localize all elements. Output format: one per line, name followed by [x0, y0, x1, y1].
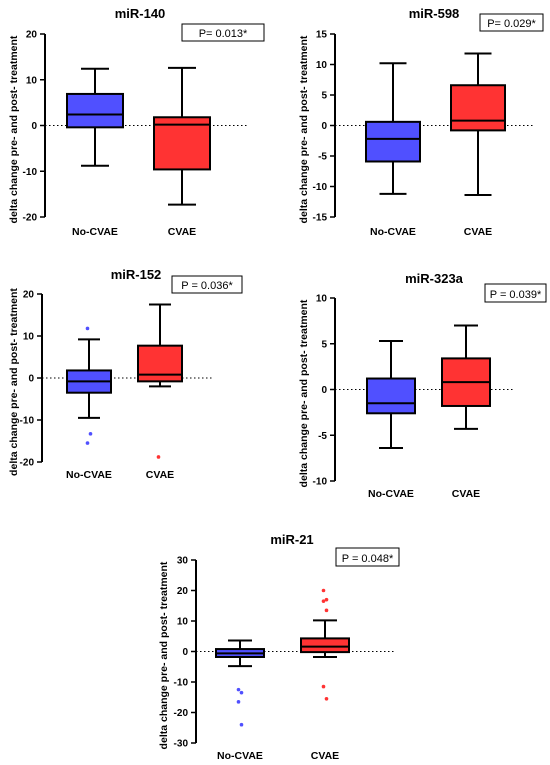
y-tick-label: 5: [321, 91, 327, 102]
x-category-label: CVAE: [452, 488, 480, 500]
outlier-point: [236, 687, 241, 692]
outlier-point: [321, 599, 326, 603]
x-category-label: CVAE: [168, 226, 196, 238]
chart-title: miR-140: [115, 6, 166, 21]
x-category-label: No-CVAE: [370, 226, 416, 238]
x-category-label: CVAE: [146, 469, 174, 481]
y-tick-label: 0: [28, 374, 34, 385]
y-tick-label: -10: [20, 416, 35, 427]
outlier-point: [239, 722, 244, 727]
y-axis-label: delta change pre- and post- treatment: [298, 35, 310, 223]
box-cvae: [300, 637, 350, 654]
pvalue-box: [479, 13, 544, 32]
box-no-cvae: [366, 377, 416, 415]
y-tick-label: 10: [177, 617, 189, 628]
y-tick-label: 10: [316, 294, 328, 305]
y-tick-label: -20: [174, 708, 189, 719]
chart-title: miR-598: [409, 6, 460, 21]
y-tick-label: 0: [321, 121, 327, 132]
y-tick-label: 20: [26, 30, 38, 41]
y-tick-label: 0: [321, 385, 327, 396]
y-tick-label: -10: [313, 477, 328, 488]
chart-title: miR-323a: [405, 271, 464, 286]
outlier-point: [324, 597, 329, 602]
y-axis-label: delta change pre- and post- treatment: [8, 288, 20, 476]
y-tick-label: -5: [318, 431, 327, 442]
y-tick-label: -5: [318, 152, 327, 163]
y-tick-label: -20: [20, 458, 35, 469]
outlier-point: [324, 696, 329, 701]
y-tick-label: -20: [23, 213, 38, 224]
pvalue-label: P = 0.039*: [490, 289, 542, 301]
pvalue-label: P= 0.013*: [199, 28, 248, 40]
y-tick-label: 30: [177, 556, 189, 567]
box-cvae: [450, 84, 506, 132]
box-cvae: [137, 344, 183, 383]
x-category-label: No-CVAE: [217, 750, 263, 762]
box-no-cvae: [66, 92, 124, 129]
pvalue-box: [181, 23, 265, 42]
y-tick-label: 10: [316, 60, 328, 71]
outlier-point: [321, 588, 326, 593]
y-tick-label: 10: [26, 75, 38, 86]
y-tick-label: 20: [23, 290, 35, 301]
y-tick-label: 10: [23, 332, 35, 343]
outlier-point: [85, 326, 90, 331]
x-category-label: No-CVAE: [368, 488, 414, 500]
pvalue-box: [484, 283, 547, 303]
y-tick-label: -15: [313, 213, 328, 224]
x-category-label: CVAE: [464, 226, 492, 238]
outlier-point: [85, 441, 90, 445]
outlier-point: [88, 432, 93, 436]
y-tick-label: 15: [316, 30, 328, 41]
pvalue-label: P = 0.036*: [181, 280, 233, 292]
y-axis-label: delta change pre- and post- treatment: [158, 561, 170, 749]
outlier-point: [239, 690, 244, 695]
y-tick-label: -10: [23, 167, 38, 178]
outlier-point: [236, 700, 241, 704]
pvalue-box: [171, 275, 243, 294]
chart-title: miR-21: [270, 532, 313, 547]
y-tick-label: 0: [31, 121, 37, 132]
outlier-point: [324, 608, 329, 613]
pvalue-box: [335, 547, 400, 567]
y-tick-label: 20: [177, 586, 189, 597]
x-category-label: No-CVAE: [72, 226, 118, 238]
x-category-label: No-CVAE: [66, 469, 112, 481]
y-axis-label: delta change pre- and post- treatment: [298, 299, 310, 487]
outlier-point: [156, 455, 161, 459]
pvalue-label: P= 0.029*: [487, 18, 536, 30]
y-tick-label: -30: [174, 739, 189, 750]
chart-title: miR-152: [111, 267, 162, 282]
y-tick-label: 0: [182, 647, 188, 658]
x-category-label: CVAE: [311, 750, 339, 762]
y-tick-label: 5: [321, 339, 327, 350]
y-tick-label: -10: [313, 182, 328, 193]
outlier-point: [321, 684, 326, 689]
pvalue-label: P = 0.048*: [342, 553, 394, 565]
y-axis-label: delta change pre- and post- treatment: [8, 35, 20, 223]
y-tick-label: -10: [174, 678, 189, 689]
box-no-cvae: [365, 120, 421, 163]
box-cvae: [153, 116, 211, 171]
